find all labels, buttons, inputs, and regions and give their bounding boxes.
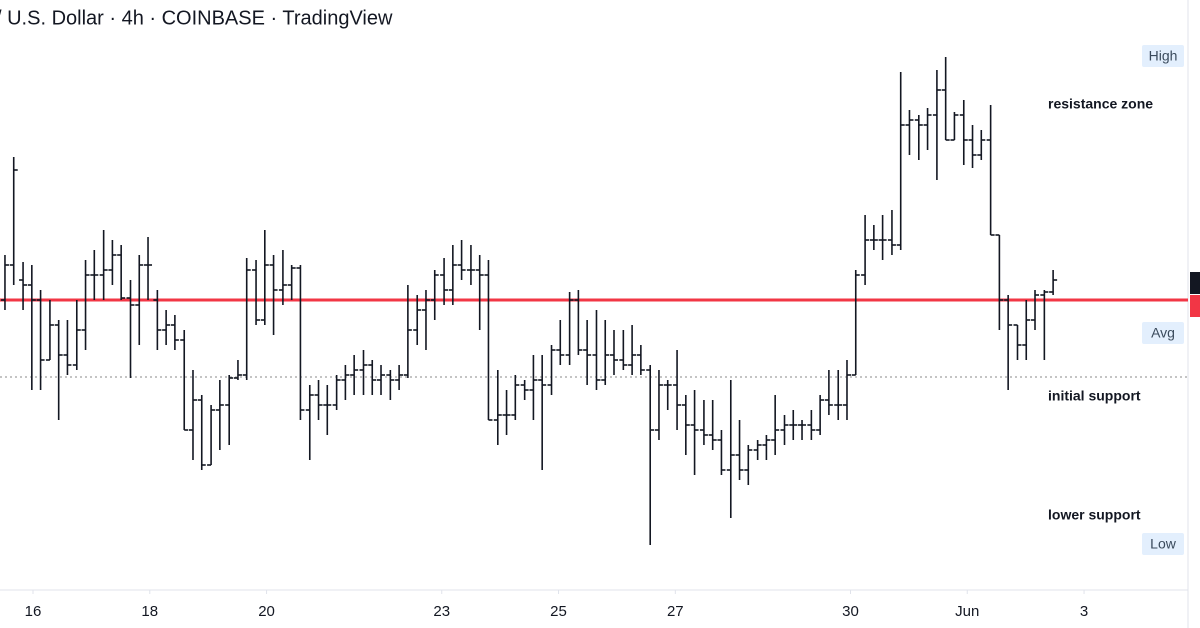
annotation: resistance zone bbox=[1048, 96, 1153, 112]
level-label: Low bbox=[1150, 536, 1177, 552]
level-label: Avg bbox=[1151, 325, 1175, 341]
price-marker bbox=[1190, 272, 1200, 294]
x-tick-label: 16 bbox=[25, 603, 42, 620]
x-tick-label: 25 bbox=[550, 603, 567, 620]
x-tick-label: 30 bbox=[842, 603, 859, 620]
chart-title: / U.S. Dollar · 4h · COINBASE · TradingV… bbox=[0, 7, 393, 29]
price-marker bbox=[1190, 295, 1200, 317]
x-tick-label: 20 bbox=[258, 603, 275, 620]
annotation: initial support bbox=[1048, 388, 1141, 404]
x-tick-label: 27 bbox=[667, 603, 684, 620]
level-label: High bbox=[1149, 48, 1178, 64]
x-tick-label: 3 bbox=[1080, 603, 1088, 620]
level-label-box bbox=[1142, 322, 1184, 344]
level-label-box bbox=[1142, 45, 1184, 67]
x-tick-label: 18 bbox=[141, 603, 158, 620]
x-tick-label: 23 bbox=[433, 603, 450, 620]
level-label-box bbox=[1142, 533, 1184, 555]
annotation: lower support bbox=[1048, 507, 1141, 523]
x-tick-label: Jun bbox=[955, 603, 979, 620]
